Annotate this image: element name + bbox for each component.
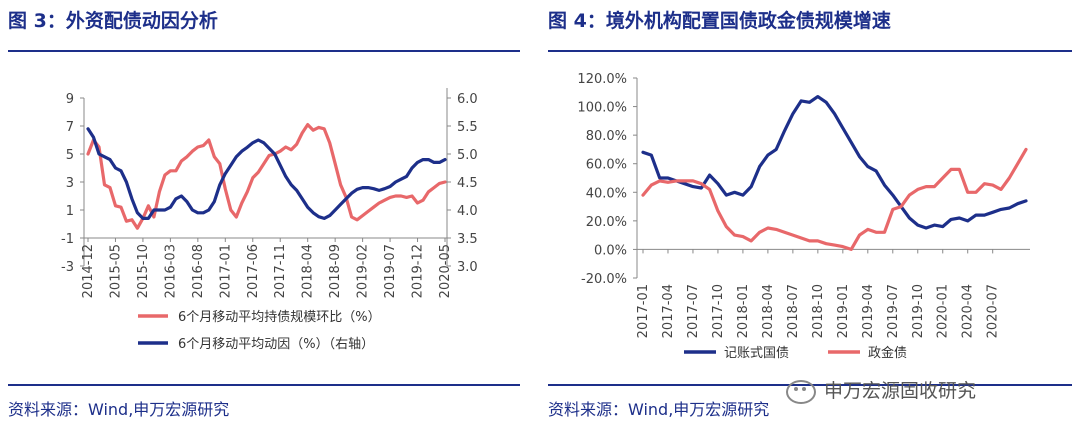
y2-tick-label: 5.0 (457, 148, 478, 163)
x-tick-label: 2020-01 (936, 284, 951, 338)
x-tick-label: 2019-01 (836, 284, 851, 338)
x-tick-label: 2015-10 (136, 244, 151, 298)
legend-label: 政金债 (868, 345, 907, 361)
y-tick-label: -3 (61, 260, 74, 275)
right-chart-title: 图 4：境外机构配置国债政金债规模增速 (548, 10, 891, 32)
legend-label: 6个月移动平均持债规模环比（%） (178, 310, 381, 325)
right-title-rule (548, 50, 1072, 52)
y-tick-label: 0.0% (594, 243, 627, 258)
x-tick-label: 2017-04 (661, 284, 676, 338)
y-tick-label: 7 (66, 120, 74, 135)
left-source-rule (8, 384, 520, 386)
y-tick-label: 3 (66, 176, 74, 191)
y-tick-label: 5 (66, 148, 74, 163)
x-tick-label: 2018-04 (301, 244, 316, 298)
driver-series-line (86, 127, 447, 220)
right-chart: -20.0% 0.0% 20.0% 40.0% 60.0% 80.0% 100.0% 120.… (577, 72, 1030, 361)
watermark: 申万宏源固收研究 (786, 376, 976, 404)
x-tick-label: 2018-01 (736, 284, 751, 338)
holding-mom-series-line (86, 123, 447, 230)
y2-tick-label: 3.5 (457, 232, 478, 247)
y-tick-label: 80.0% (586, 129, 627, 144)
x-tick-label: 2017-06 (246, 244, 261, 298)
x-tick-label: 2017-11 (273, 244, 288, 298)
legend-label: 6个月移动平均动因（%）（右轴） (178, 337, 374, 352)
x-tick-label: 2018-07 (786, 284, 801, 338)
y-tick-label: 9 (66, 92, 74, 107)
y-tick-label: -1 (61, 232, 74, 247)
x-tick-label: 2019-07 (886, 284, 901, 338)
left-source-note: 资料来源：Wind,申万宏源研究 (8, 400, 230, 419)
x-tick-label: 2017-01 (636, 284, 651, 338)
x-tick-label: 2019-02 (356, 244, 371, 298)
y-tick-label: 1 (66, 204, 74, 219)
policy-bank-series-line (641, 147, 1028, 251)
watermark-text: 申万宏源固收研究 (824, 380, 977, 402)
y-tick-label: 60.0% (586, 158, 627, 173)
left-title-rule (8, 50, 520, 52)
x-tick-label: 2017-01 (218, 244, 233, 298)
y-tick-label: 20.0% (586, 215, 627, 230)
x-tick-label: 2017-07 (686, 284, 701, 338)
x-tick-label: 2019-07 (383, 244, 398, 298)
right-source-note: 资料来源：Wind,申万宏源研究 (548, 400, 770, 419)
x-tick-label: 2014-12 (81, 244, 96, 298)
legend-label: 记账式国债 (724, 346, 789, 361)
x-tick-label: 2020-04 (961, 284, 976, 338)
y2-tick-label: 6.0 (457, 92, 478, 107)
wechat-icon (786, 379, 816, 404)
y-tick-label: 40.0% (586, 186, 627, 201)
left-chart: -3 -1 1 3 5 7 9 3.0 3.5 4.0 4.5 5.0 5.5 6.0 2014-12 201… (61, 88, 478, 352)
x-tick-label: 2019-12 (411, 244, 426, 298)
x-tick-label: 2015-05 (108, 244, 123, 298)
x-tick-label: 2020-05 (438, 244, 453, 298)
y-tick-label: -20.0% (581, 272, 627, 287)
x-tick-label: 2016-03 (163, 244, 178, 298)
treasury-series-line (641, 95, 1028, 230)
y2-tick-label: 4.0 (457, 204, 478, 219)
x-tick-label: 2018-09 (328, 244, 343, 298)
y2-tick-label: 5.5 (457, 120, 478, 135)
x-tick-label: 2020-07 (986, 284, 1001, 338)
y2-tick-label: 4.5 (457, 176, 478, 191)
x-tick-label: 2019-04 (861, 284, 876, 338)
x-tick-label: 2017-10 (711, 284, 726, 338)
x-tick-label: 2016-08 (191, 244, 206, 298)
y-tick-label: 120.0% (577, 72, 627, 87)
y-tick-label: 100.0% (577, 101, 627, 116)
y2-tick-label: 3.0 (457, 260, 478, 275)
x-tick-label: 2019-10 (911, 284, 926, 338)
x-tick-label: 2018-10 (811, 284, 826, 338)
x-tick-label: 2018-04 (761, 284, 776, 338)
left-chart-title: 图 3：外资配债动因分析 (8, 10, 218, 32)
